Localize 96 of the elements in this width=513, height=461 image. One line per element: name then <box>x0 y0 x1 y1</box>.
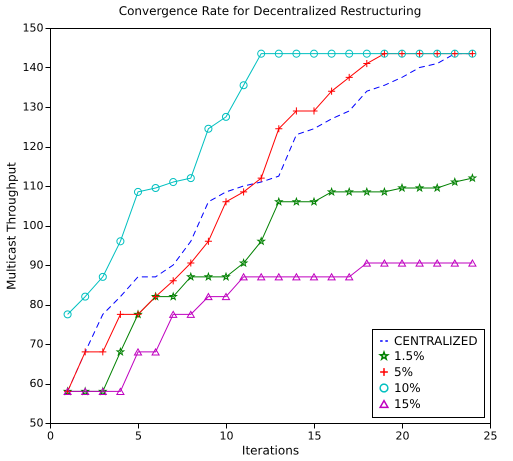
x-tick-label: 5 <box>135 430 142 442</box>
point <box>204 124 212 133</box>
point <box>169 276 178 285</box>
point <box>81 292 90 301</box>
point <box>204 272 212 280</box>
point <box>362 259 371 267</box>
point <box>257 237 266 245</box>
point <box>186 258 195 268</box>
point <box>292 273 300 280</box>
point <box>116 237 124 246</box>
point <box>380 188 388 196</box>
point <box>222 112 230 121</box>
y-tick-label: 70 <box>30 338 44 350</box>
legend-label: 1.5% <box>394 349 424 363</box>
point <box>345 50 354 58</box>
point <box>240 258 248 266</box>
point <box>204 237 212 246</box>
point <box>98 348 107 356</box>
point <box>345 188 354 196</box>
x-axis-title: Iterations <box>242 444 300 458</box>
point <box>186 174 195 182</box>
point <box>362 60 371 68</box>
point <box>222 293 230 300</box>
point <box>274 124 283 133</box>
y-tick-label: 140 <box>22 61 44 74</box>
point <box>468 174 476 182</box>
chart-title: Convergence Rate for Decentralized Restructuring <box>118 4 422 18</box>
point <box>292 50 300 58</box>
y-tick-label: 50 <box>30 416 44 430</box>
legend-label: CENTRALIZED <box>394 334 478 348</box>
point <box>328 188 336 196</box>
point <box>398 184 406 192</box>
point <box>416 259 424 267</box>
y-tick-label: 110 <box>22 180 44 192</box>
point <box>328 87 336 96</box>
point <box>116 310 124 318</box>
point <box>328 50 336 58</box>
point <box>468 259 476 267</box>
legend-label: 5% <box>394 365 414 379</box>
point <box>450 178 459 186</box>
point <box>116 348 124 356</box>
point <box>240 81 248 90</box>
y-tick-label: 150 <box>22 22 44 34</box>
point <box>310 198 318 206</box>
y-axis-title: Multicast Throughput <box>4 162 19 290</box>
point <box>310 50 318 58</box>
point <box>433 184 442 192</box>
point <box>362 188 371 196</box>
point <box>240 188 248 196</box>
point <box>204 293 212 300</box>
point <box>222 198 230 206</box>
point <box>362 50 371 58</box>
legend-label: 15% <box>394 397 421 411</box>
point <box>398 259 406 267</box>
point <box>292 198 300 206</box>
point <box>186 310 195 318</box>
y-tick-label: 90 <box>30 258 44 272</box>
point <box>81 348 90 356</box>
point <box>257 50 266 58</box>
point <box>152 184 160 192</box>
point <box>328 273 336 280</box>
point <box>240 273 248 280</box>
y-tick-label: 60 <box>30 377 44 390</box>
point <box>345 273 354 280</box>
point <box>257 273 266 280</box>
point <box>310 273 318 280</box>
y-tick-label: 80 <box>30 298 44 311</box>
x-tick-label: 10 <box>220 430 234 442</box>
point <box>380 259 388 267</box>
x-tick-label: 20 <box>396 430 410 442</box>
point <box>134 348 142 356</box>
point <box>98 272 107 281</box>
point <box>169 292 178 300</box>
point <box>169 310 178 318</box>
point <box>257 174 266 182</box>
x-tick-label: 0 <box>47 430 54 442</box>
y-tick-label: 130 <box>22 100 44 114</box>
point <box>186 272 195 280</box>
legend-label: 10% <box>394 381 421 395</box>
point <box>152 348 160 356</box>
point <box>345 73 354 82</box>
x-tick-label: 25 <box>484 430 498 442</box>
x-tick-label: 15 <box>308 430 322 442</box>
point <box>134 188 142 196</box>
point <box>274 50 283 58</box>
point <box>64 310 72 318</box>
point <box>274 273 283 280</box>
point <box>169 178 178 186</box>
y-tick-label: 120 <box>22 140 44 153</box>
point <box>116 388 124 395</box>
point <box>450 259 459 267</box>
point <box>222 272 230 280</box>
y-tick-label: 100 <box>22 219 44 232</box>
point <box>433 259 442 267</box>
point <box>274 198 283 206</box>
point <box>416 184 424 192</box>
